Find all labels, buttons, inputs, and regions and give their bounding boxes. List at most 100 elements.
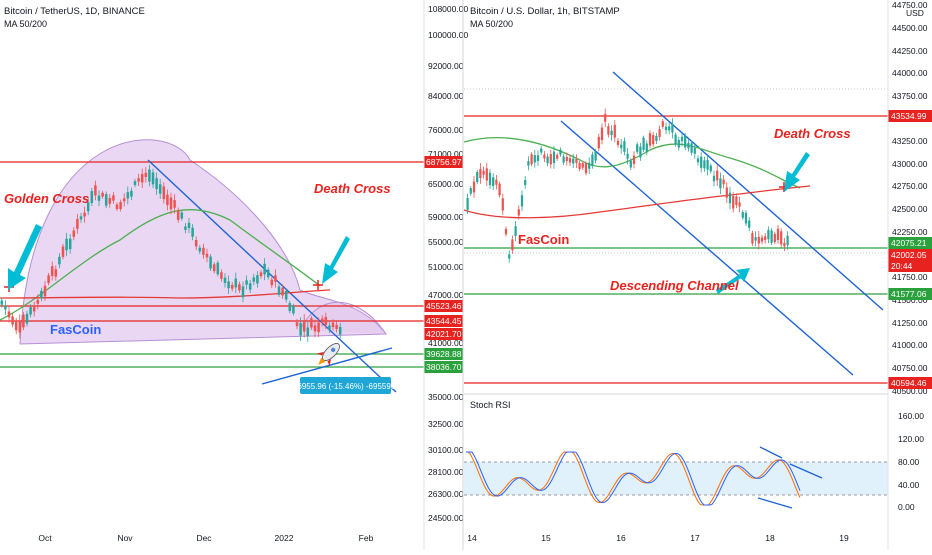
candle-body — [97, 195, 101, 201]
channel-lower[interactable] — [560, 120, 854, 376]
right-chart-pane[interactable]: Death Cross Descending Channel FasCoin B… — [464, 0, 932, 550]
candle-body — [776, 228, 780, 240]
candle-body — [642, 137, 645, 150]
right-price-tag-bg — [888, 288, 932, 300]
stoch-arrow-2 — [789, 463, 823, 479]
candle-body — [47, 275, 50, 283]
candle-body — [65, 238, 68, 251]
candle-body — [517, 209, 520, 216]
candle-body — [230, 284, 234, 289]
candle-body — [76, 218, 79, 229]
candle-body — [511, 239, 514, 251]
brand-label: FasCoin — [50, 322, 101, 337]
right-y-axis: 44750.00 44500.00 44250.00 44000.00 43750.00… — [892, 0, 928, 396]
candle-body — [767, 230, 770, 240]
candle-body — [274, 275, 277, 282]
channel-upper[interactable] — [612, 71, 884, 311]
candle-body — [514, 226, 517, 236]
candle-body — [295, 322, 299, 327]
candle-body — [664, 126, 668, 131]
support-trendline[interactable] — [261, 347, 393, 385]
death-cross-label-right: Death Cross — [774, 126, 851, 141]
left-y-tick: 84000.00 — [428, 91, 464, 101]
right-x-tick: 18 — [765, 533, 775, 543]
right-price-tag: 43534.99 — [891, 111, 927, 121]
right-x-axis: 14 15 16 17 18 19 — [467, 533, 849, 543]
candle-body — [259, 272, 263, 277]
candle-body — [687, 142, 690, 149]
stoch-d-line — [466, 451, 801, 506]
candle-body — [72, 230, 76, 237]
candle-body — [748, 220, 751, 228]
candle-body — [744, 212, 748, 224]
right-y-tick: 44500.00 — [892, 23, 928, 33]
candle-body — [501, 198, 504, 211]
right-price-tag-bg — [888, 237, 932, 249]
left-chart-pane[interactable]: Golden Cross Death Cross FasCoin -6955.9… — [0, 0, 468, 550]
candle-body — [205, 253, 209, 258]
candle-body — [658, 129, 661, 138]
candle-body — [690, 143, 693, 153]
candle-body — [320, 318, 324, 323]
candle-body — [115, 204, 119, 210]
candle-body — [68, 238, 72, 250]
candle-body — [148, 169, 151, 182]
candle-body — [760, 237, 764, 242]
candle-body — [495, 179, 498, 185]
downtrend-line[interactable] — [147, 159, 397, 393]
candle-body — [288, 303, 292, 312]
right-price-tag: 41577.06 — [891, 289, 927, 299]
candle-body — [54, 269, 58, 277]
candle-body — [610, 130, 613, 136]
golden-cross-label: Golden Cross — [4, 191, 89, 206]
left-y-tick: 108000.00 — [428, 4, 468, 14]
candle-body — [488, 172, 492, 186]
candle-body — [623, 141, 626, 152]
candle-body — [83, 212, 86, 217]
candle-body — [469, 188, 472, 194]
left-price-tag: 38036.70 — [426, 362, 462, 372]
candle-body — [607, 126, 610, 135]
candle-body — [668, 126, 671, 131]
right-price-tag-bg — [888, 260, 932, 272]
candle-body — [252, 277, 256, 282]
left-y-tick: 59000.00 — [428, 212, 464, 222]
candle-body — [530, 154, 533, 165]
candle-body — [198, 247, 202, 252]
candle-body — [738, 202, 741, 207]
candle-body — [472, 181, 476, 193]
candle-body — [754, 237, 757, 241]
candle-body — [581, 163, 584, 168]
candle-body — [578, 163, 581, 170]
candle-body — [32, 306, 36, 312]
candle-body — [191, 227, 194, 237]
candle-body — [158, 184, 162, 194]
death-cross-callout-arrow — [322, 236, 350, 284]
left-x-tick: Feb — [359, 533, 374, 543]
candle-body — [722, 179, 725, 185]
left-price-tags: 68756.97 45523.46 43544.45 42021.70 39628.88… — [424, 156, 463, 373]
candle-body — [162, 186, 166, 200]
stoch-arrow-3 — [757, 497, 793, 509]
stoch-y-tick: 40.00 — [898, 480, 920, 490]
candle-body — [604, 113, 607, 122]
candle-body — [684, 135, 687, 148]
measure-box — [300, 377, 391, 394]
candle-body — [122, 198, 126, 202]
candle-body — [187, 222, 191, 229]
candle-body — [527, 161, 530, 166]
right-y-tick: 42250.00 — [892, 227, 928, 237]
candle-body — [520, 195, 524, 207]
right-x-tick: 16 — [616, 533, 626, 543]
left-candles — [0, 164, 342, 342]
candle-body — [709, 165, 712, 172]
candle-body — [338, 326, 342, 335]
candle-body — [716, 170, 719, 181]
right-y-tick: 44750.00 — [892, 0, 928, 10]
candle-body — [36, 299, 40, 304]
candle-body — [594, 151, 597, 161]
candle-body — [184, 226, 187, 230]
candle-body — [482, 170, 485, 175]
candle-body — [616, 140, 620, 145]
candle-body — [572, 158, 575, 164]
